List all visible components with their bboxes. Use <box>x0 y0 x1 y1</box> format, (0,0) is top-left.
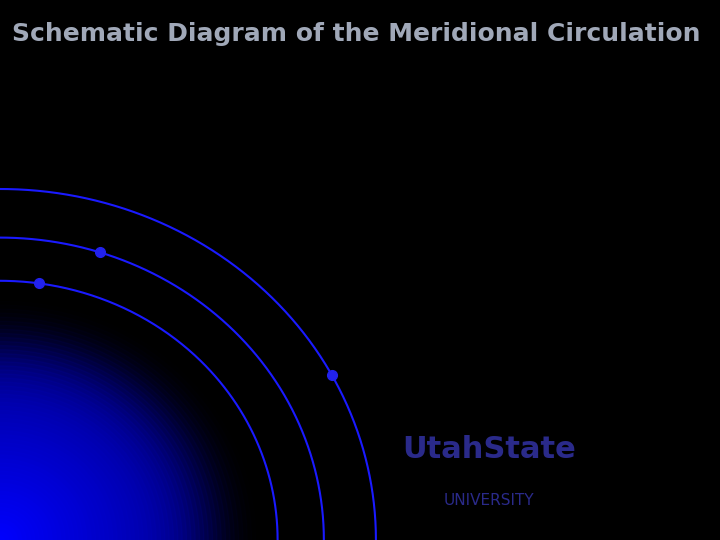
Circle shape <box>0 463 82 540</box>
Circle shape <box>0 370 182 540</box>
Circle shape <box>0 480 65 540</box>
Circle shape <box>0 325 230 540</box>
Text: UNIVERSITY: UNIVERSITY <box>444 492 534 508</box>
Circle shape <box>0 342 212 540</box>
Circle shape <box>0 487 56 540</box>
Circle shape <box>0 483 60 540</box>
Circle shape <box>0 374 178 540</box>
Circle shape <box>0 496 48 540</box>
Circle shape <box>0 524 17 540</box>
Circle shape <box>0 435 113 540</box>
Circle shape <box>0 443 104 540</box>
Circle shape <box>0 503 39 540</box>
Circle shape <box>0 394 156 540</box>
Circle shape <box>0 491 52 540</box>
Circle shape <box>0 422 126 540</box>
Circle shape <box>0 467 78 540</box>
Circle shape <box>0 519 22 540</box>
Circle shape <box>0 532 9 540</box>
Circle shape <box>0 386 165 540</box>
Circle shape <box>0 418 130 540</box>
Circle shape <box>0 333 221 540</box>
Circle shape <box>0 410 139 540</box>
Circle shape <box>0 362 191 540</box>
Circle shape <box>0 390 161 540</box>
Circle shape <box>0 528 13 540</box>
Circle shape <box>0 512 30 540</box>
Circle shape <box>0 354 199 540</box>
Circle shape <box>0 455 91 540</box>
Circle shape <box>0 500 43 540</box>
Circle shape <box>0 366 186 540</box>
Circle shape <box>0 431 117 540</box>
Circle shape <box>0 378 174 540</box>
Circle shape <box>0 406 143 540</box>
Circle shape <box>0 536 4 540</box>
Circle shape <box>0 508 35 540</box>
Circle shape <box>0 399 152 540</box>
Circle shape <box>0 382 169 540</box>
Circle shape <box>0 329 225 540</box>
Text: Schematic Diagram of the Meridional Circulation: Schematic Diagram of the Meridional Circ… <box>12 22 700 45</box>
Text: UtahState: UtahState <box>402 435 575 464</box>
Circle shape <box>0 427 122 540</box>
Circle shape <box>0 402 148 540</box>
Circle shape <box>0 459 86 540</box>
Circle shape <box>0 447 100 540</box>
Circle shape <box>0 438 109 540</box>
Circle shape <box>0 451 96 540</box>
Circle shape <box>0 350 204 540</box>
Circle shape <box>0 516 26 540</box>
Circle shape <box>0 415 135 540</box>
Circle shape <box>0 338 217 540</box>
Circle shape <box>0 471 73 540</box>
Circle shape <box>0 475 69 540</box>
Circle shape <box>0 357 195 540</box>
Circle shape <box>0 321 234 540</box>
Circle shape <box>0 346 208 540</box>
